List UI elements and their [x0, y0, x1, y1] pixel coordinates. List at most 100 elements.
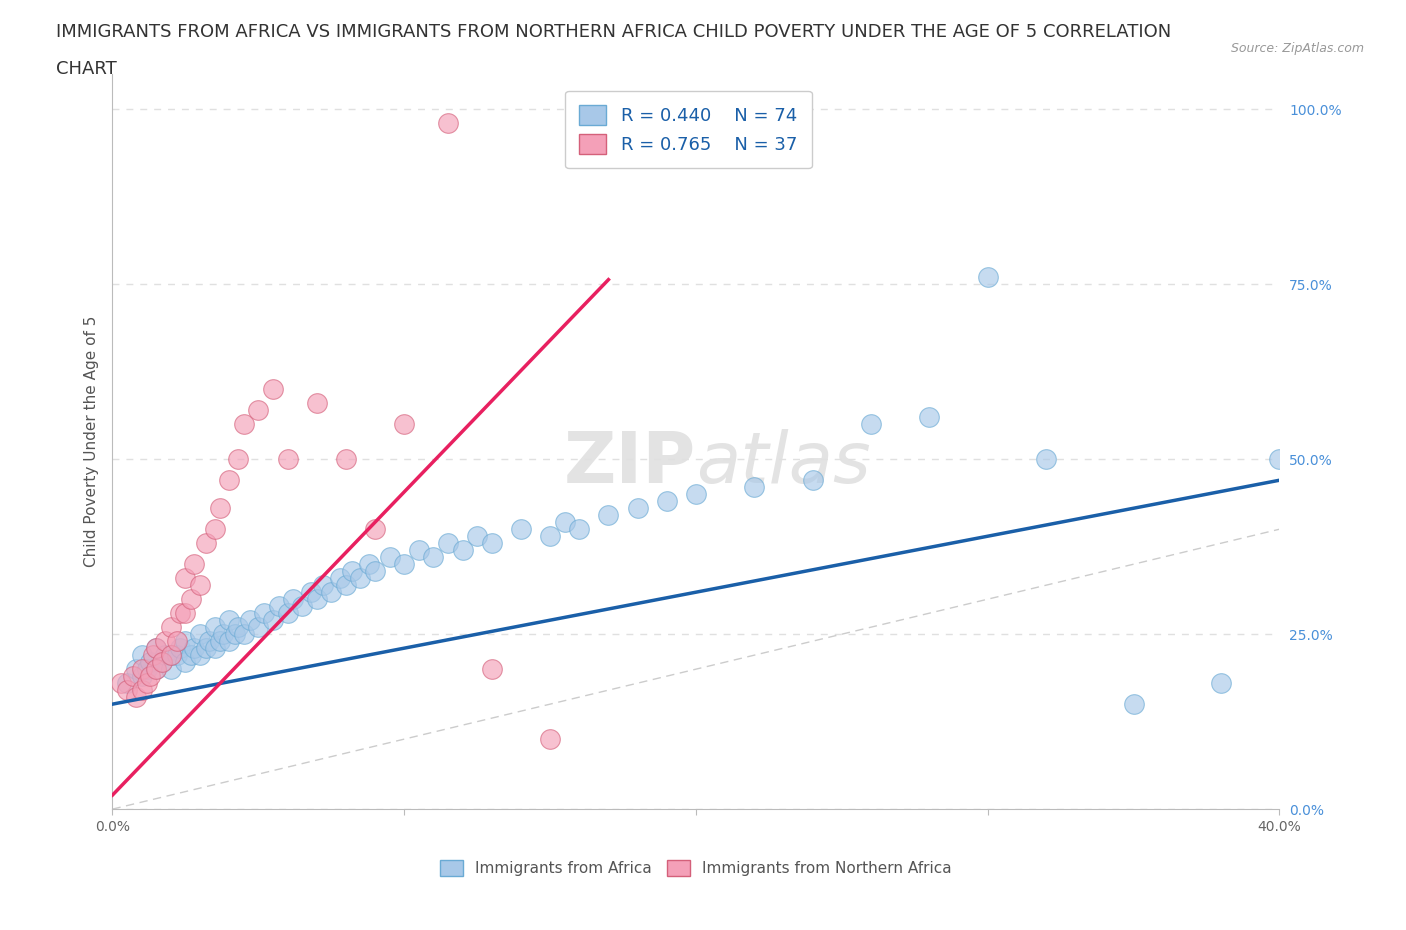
Point: [232, 417, 254, 432]
Point: [169, 605, 191, 620]
Point: [183, 557, 205, 572]
Point: [169, 641, 191, 656]
Point: [481, 536, 503, 551]
Point: [1209, 676, 1232, 691]
Point: [115, 676, 138, 691]
Point: [145, 662, 167, 677]
Point: [422, 550, 444, 565]
Point: [180, 591, 202, 606]
Point: [160, 647, 183, 662]
Point: [194, 641, 217, 656]
Point: [538, 732, 561, 747]
Point: [378, 550, 401, 565]
Point: [212, 627, 235, 642]
Point: [218, 633, 240, 648]
Point: [340, 564, 363, 578]
Point: [276, 605, 298, 620]
Point: [166, 647, 188, 662]
Point: [437, 116, 460, 131]
Point: [291, 599, 314, 614]
Point: [598, 508, 620, 523]
Point: [239, 613, 262, 628]
Point: [305, 396, 328, 411]
Point: [226, 619, 249, 634]
Point: [226, 452, 249, 467]
Point: [150, 655, 173, 670]
Point: [509, 522, 531, 537]
Point: [188, 578, 211, 592]
Point: [918, 410, 941, 425]
Point: [174, 605, 197, 620]
Point: [160, 619, 183, 634]
Point: [209, 633, 232, 648]
Point: [481, 662, 503, 677]
Point: [166, 633, 188, 648]
Point: [364, 522, 387, 537]
Point: [1268, 452, 1291, 467]
Point: [183, 641, 205, 656]
Point: [408, 543, 430, 558]
Point: [160, 662, 183, 677]
Point: [801, 472, 824, 487]
Point: [335, 578, 357, 592]
Point: [110, 676, 132, 691]
Text: ZIP: ZIP: [564, 430, 696, 498]
Point: [174, 655, 197, 670]
Point: [160, 647, 183, 662]
Point: [131, 647, 153, 662]
Point: [125, 690, 148, 705]
Point: [392, 557, 416, 572]
Point: [122, 669, 145, 684]
Point: [218, 613, 240, 628]
Text: CHART: CHART: [56, 60, 117, 78]
Point: [145, 662, 167, 677]
Point: [224, 627, 246, 642]
Point: [283, 591, 305, 606]
Point: [568, 522, 591, 537]
Text: Source: ZipAtlas.com: Source: ZipAtlas.com: [1230, 42, 1364, 55]
Point: [139, 669, 162, 684]
Y-axis label: Child Poverty Under the Age of 5: Child Poverty Under the Age of 5: [84, 316, 100, 567]
Point: [359, 557, 381, 572]
Point: [188, 627, 211, 642]
Point: [305, 591, 328, 606]
Point: [538, 529, 561, 544]
Point: [262, 613, 284, 628]
Point: [329, 571, 352, 586]
Point: [218, 472, 240, 487]
Point: [136, 662, 159, 677]
Point: [232, 627, 254, 642]
Point: [194, 536, 217, 551]
Point: [253, 605, 276, 620]
Point: [1122, 697, 1144, 711]
Point: [311, 578, 333, 592]
Point: [976, 270, 998, 285]
Point: [349, 571, 371, 586]
Point: [142, 647, 165, 662]
Point: [150, 655, 173, 670]
Point: [125, 662, 148, 677]
Point: [136, 676, 159, 691]
Point: [685, 486, 707, 501]
Point: [465, 529, 488, 544]
Point: [554, 515, 576, 530]
Point: [197, 633, 219, 648]
Point: [131, 669, 153, 684]
Point: [180, 647, 202, 662]
Point: [174, 633, 197, 648]
Legend: Immigrants from Africa, Immigrants from Northern Africa: Immigrants from Africa, Immigrants from …: [434, 854, 957, 883]
Point: [204, 619, 226, 634]
Point: [131, 662, 153, 677]
Point: [204, 522, 226, 537]
Point: [1035, 452, 1057, 467]
Point: [145, 641, 167, 656]
Point: [335, 452, 357, 467]
Point: [437, 536, 460, 551]
Point: [364, 564, 387, 578]
Text: IMMIGRANTS FROM AFRICA VS IMMIGRANTS FROM NORTHERN AFRICA CHILD POVERTY UNDER TH: IMMIGRANTS FROM AFRICA VS IMMIGRANTS FRO…: [56, 23, 1171, 41]
Point: [451, 543, 474, 558]
Point: [262, 382, 284, 397]
Point: [321, 585, 343, 600]
Point: [188, 647, 211, 662]
Point: [247, 619, 270, 634]
